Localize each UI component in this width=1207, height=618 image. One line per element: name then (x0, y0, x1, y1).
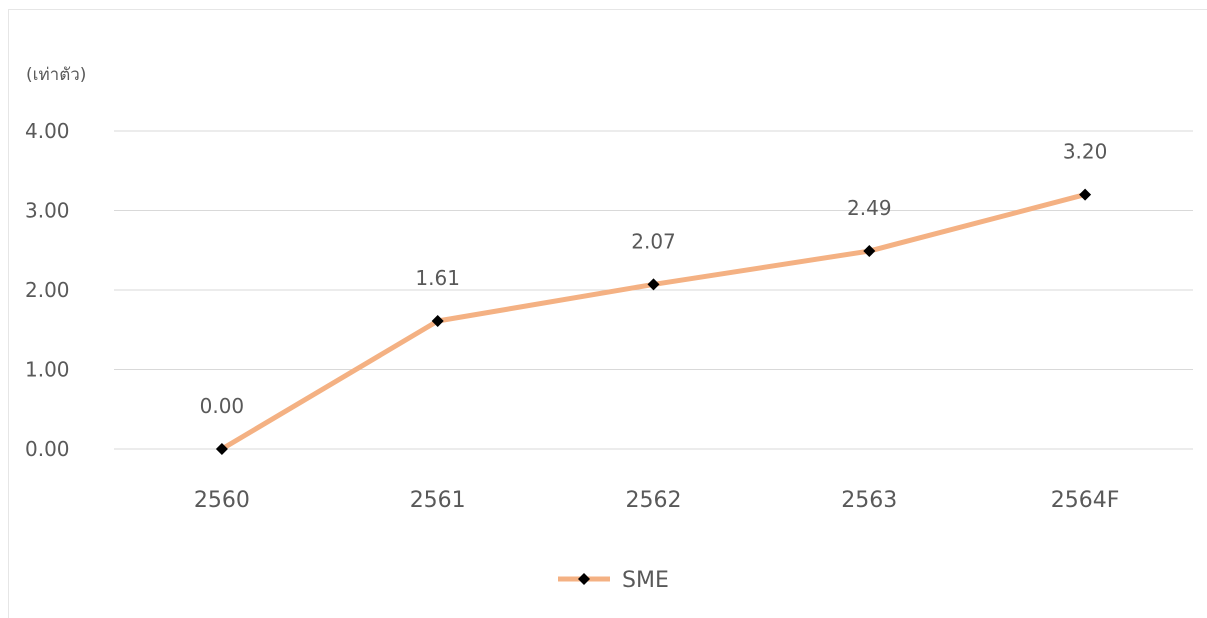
series-points (215, 188, 1092, 455)
data-point (863, 245, 876, 258)
data-labels: 0.00 1.61 2.07 2.49 3.20 (200, 140, 1108, 418)
y-axis-unit-label: (เท่าตัว) (26, 65, 86, 85)
y-tick-label: 1.00 (25, 358, 70, 382)
y-tick-label: 0.00 (25, 437, 70, 461)
chart-frame (8, 9, 1207, 618)
data-point (647, 278, 660, 291)
data-label: 3.20 (1063, 140, 1108, 164)
y-axis-ticks: 0.00 1.00 2.00 3.00 4.00 (25, 119, 70, 461)
data-label: 2.49 (847, 196, 892, 220)
data-point (431, 315, 444, 328)
data-point (215, 443, 228, 455)
x-tick-label: 2561 (410, 488, 466, 513)
legend-marker (578, 573, 590, 585)
data-point (1079, 188, 1092, 201)
data-label: 0.00 (200, 394, 245, 418)
data-label: 1.61 (415, 266, 460, 290)
x-axis-ticks: 2560 2561 2562 2563 2564F (194, 488, 1120, 513)
x-tick-label: 2562 (626, 488, 682, 513)
y-tick-label: 3.00 (25, 199, 70, 223)
legend: SME (558, 568, 669, 593)
x-tick-label: 2563 (841, 488, 897, 513)
x-tick-label: 2564F (1051, 488, 1120, 513)
y-tick-label: 4.00 (25, 119, 70, 143)
legend-label: SME (622, 568, 669, 593)
y-tick-label: 2.00 (25, 278, 70, 302)
x-tick-label: 2560 (194, 488, 250, 513)
data-label: 2.07 (631, 229, 676, 253)
